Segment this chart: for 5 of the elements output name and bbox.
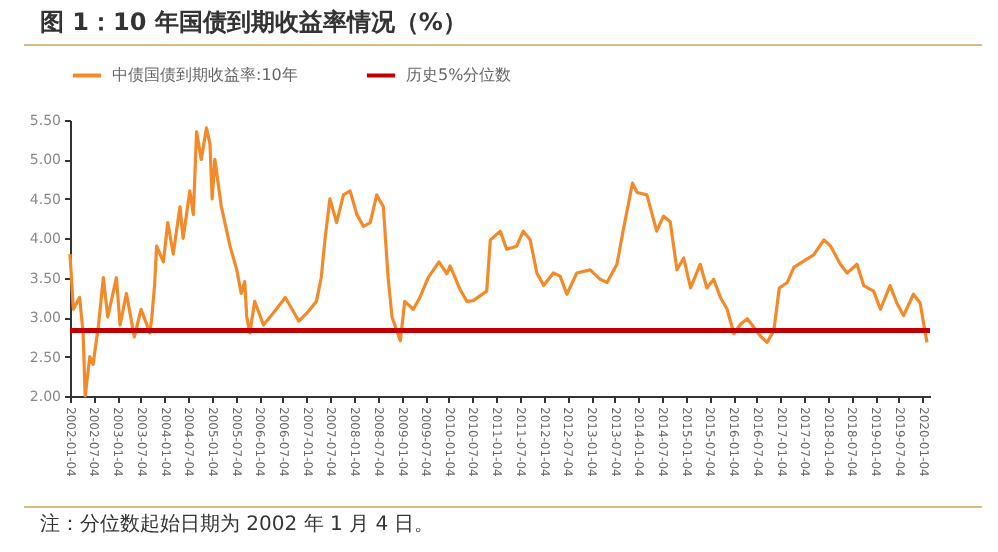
text: 注：分位数起始日期为 2002 年 1 月 4 日。: [24, 506, 982, 544]
line-series: [68, 126, 929, 398]
chart-title: 图 1：10 年国债到期收益率情况（%）: [24, 0, 982, 46]
legend-label: 历史5%分位数: [406, 65, 512, 84]
legend-label: 中债国债到期收益率:10年: [112, 65, 298, 84]
